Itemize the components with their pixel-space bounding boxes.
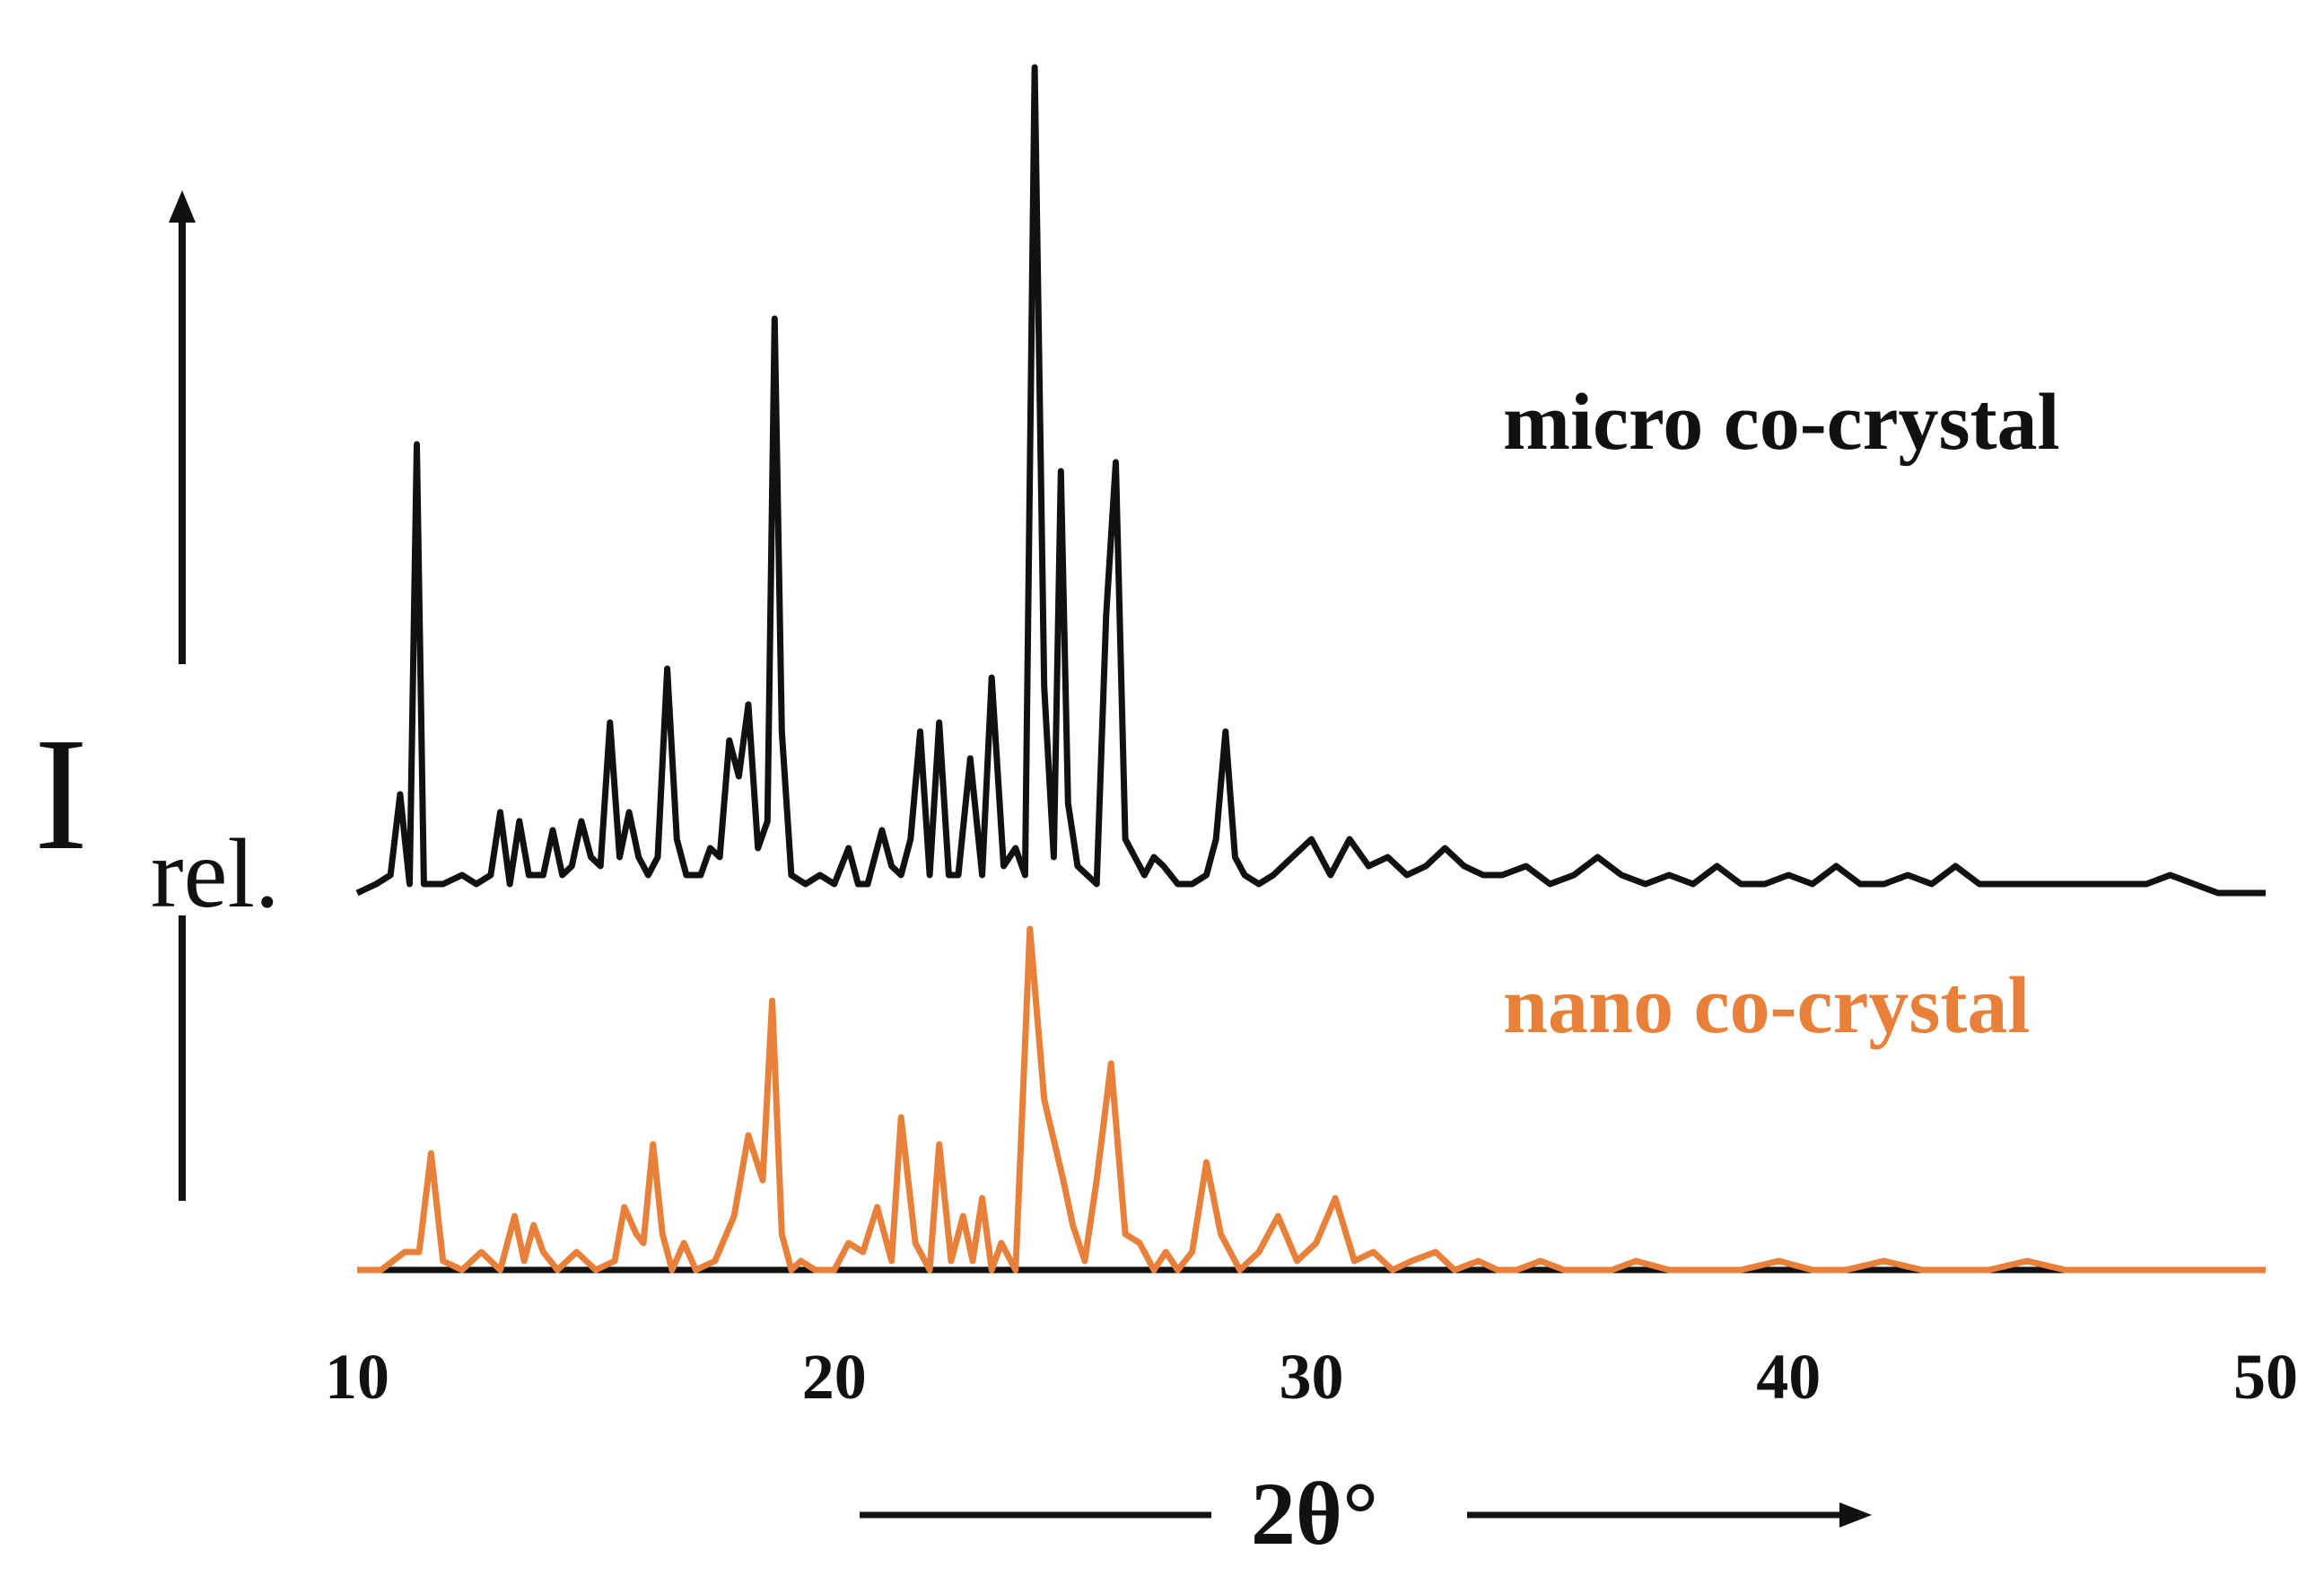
legend-group: micro co-crystal nano co-crystal: [1503, 378, 2060, 1050]
y-axis-label-subscript: rel.: [151, 819, 280, 928]
series-label-1: nano co-crystal: [1503, 961, 2030, 1050]
x-axis-label: 2θ°: [1251, 1464, 1378, 1563]
series-line-0: [355, 64, 2266, 897]
x-tick-labels: 10 20 30 40 50: [325, 1341, 2298, 1413]
series-line-1: [357, 925, 2266, 1274]
x-tick-label: 20: [802, 1341, 867, 1413]
x-tick-label: 10: [325, 1341, 389, 1413]
x-tick-label: 50: [2233, 1341, 2298, 1413]
series-label-0: micro co-crystal: [1503, 378, 2060, 467]
x-tick-label: 30: [1280, 1341, 1344, 1413]
y-axis-label: I: [34, 705, 88, 883]
x-axis-arrowhead: [1839, 1502, 1872, 1528]
y-axis-arrowhead: [169, 190, 196, 223]
series-group: [355, 64, 2266, 1274]
x-tick-label: 40: [1756, 1341, 1821, 1413]
